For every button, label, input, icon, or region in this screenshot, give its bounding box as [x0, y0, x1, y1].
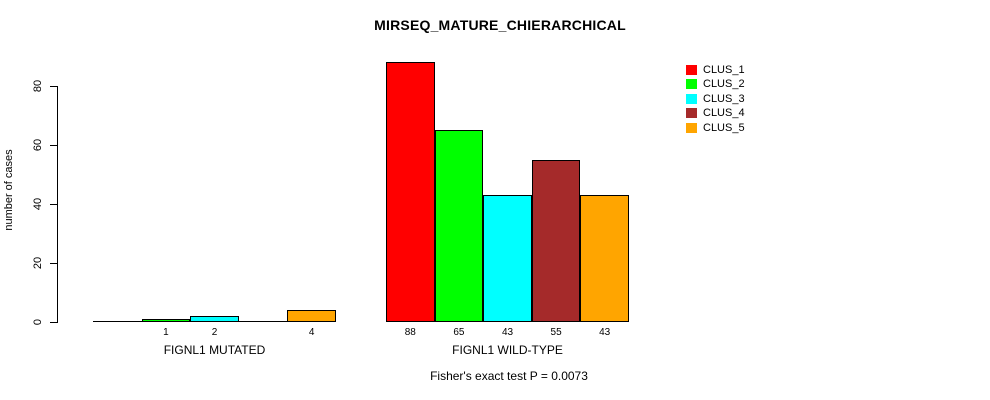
legend-label-clus_4: CLUS_4: [703, 107, 745, 120]
legend-swatch-clus_5: [686, 122, 697, 133]
bar-value-label: 55: [550, 327, 562, 338]
legend-label-clus_5: CLUS_5: [703, 121, 745, 134]
bar-value-label: 88: [404, 327, 416, 338]
y-axis-tick: [50, 144, 57, 146]
bar-value-label: 43: [501, 327, 514, 338]
bar-clus_2: [434, 130, 484, 322]
bar-clus_1: [386, 62, 435, 322]
bar-clus_3: [190, 316, 239, 322]
legend-label-clus_3: CLUS_3: [703, 92, 745, 105]
bar-value-label: 1: [163, 327, 169, 338]
y-axis-tick: [50, 85, 57, 87]
chart-title: MIRSEQ_MATURE_CHIERARCHICAL: [374, 17, 626, 33]
legend-label-clus_1: CLUS_1: [703, 64, 745, 76]
y-axis-tick-label: 0: [32, 318, 44, 326]
group-label-fignl1-wild-type: FIGNL1 WILD-TYPE: [452, 343, 563, 357]
bar-clus_4: [531, 159, 581, 322]
bar-value-label: 65: [453, 327, 465, 338]
y-axis-tick-label: 80: [32, 79, 44, 93]
legend-swatch-clus_3: [686, 93, 697, 104]
y-axis-tick-label: 20: [32, 256, 44, 270]
legend-swatch-clus_2: [686, 79, 697, 90]
bar-value-label: 2: [211, 327, 218, 338]
bar-value-label: 43: [599, 327, 611, 338]
y-axis-line: [57, 86, 58, 323]
legend-swatch-clus_1: [686, 65, 697, 75]
legend-label-clus_2: CLUS_2: [703, 78, 745, 91]
bar-clus_5: [287, 310, 336, 322]
legend-swatch-clus_4: [686, 108, 697, 119]
bar-clus_2: [141, 319, 191, 322]
bar-value-label: 4: [308, 327, 315, 338]
bar-clus_5: [580, 195, 629, 322]
fisher-test-footnote: Fisher's exact test P = 0.0073: [430, 369, 588, 383]
y-axis-tick: [50, 262, 57, 264]
y-axis-label: number of cases: [3, 149, 15, 231]
group-label-fignl1-mutated: FIGNL1 MUTATED: [163, 343, 266, 357]
y-axis-tick-label: 60: [32, 138, 44, 152]
y-axis-tick-label: 40: [32, 197, 44, 211]
y-axis-tick: [50, 321, 57, 323]
y-axis-tick: [50, 203, 57, 205]
bar-clus_3: [483, 195, 532, 322]
